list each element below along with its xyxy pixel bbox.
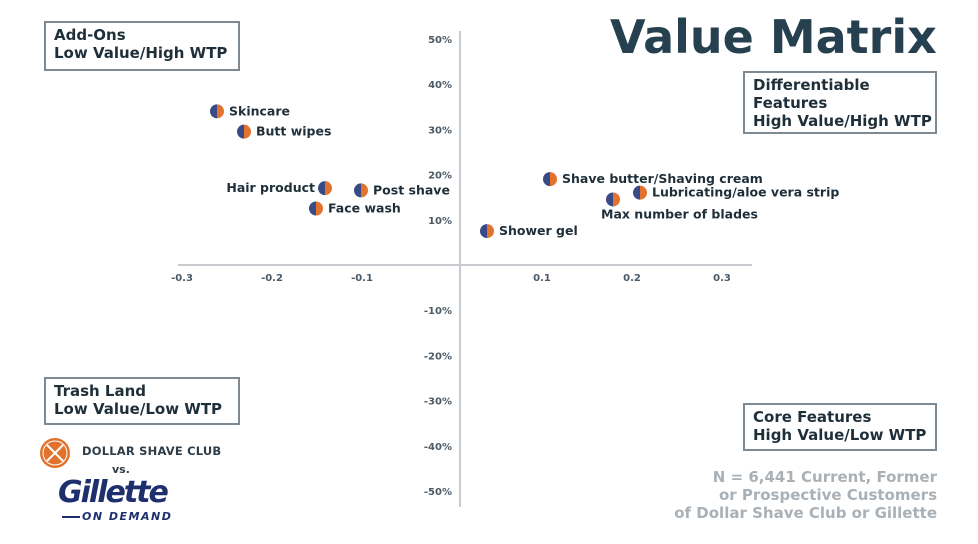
quadrant-subtitle: Low Value/High WTP (54, 44, 228, 62)
versus-label: vs. (112, 463, 130, 476)
point-half-left (480, 224, 487, 239)
sample-size-note: N = 6,441 Current, Former or Prospective… (640, 468, 937, 522)
point-half-left (318, 181, 325, 196)
quadrant-title: Trash Land (54, 382, 147, 400)
quadrant-box-differentiable-features: Differentiable Features High Value/High … (743, 71, 937, 134)
point-half-right (487, 224, 495, 239)
data-point-6 (543, 172, 558, 187)
point-half-right (613, 192, 621, 207)
y-tick-label: 30% (428, 125, 452, 136)
quadrant-subtitle: High Value/Low WTP (753, 426, 927, 444)
note-line-1: N = 6,441 Current, Former (712, 468, 937, 486)
point-half-right (361, 183, 368, 198)
x-tick-label: -0.3 (171, 273, 193, 284)
point-half-left (633, 185, 640, 200)
data-point-label: Lubricating/aloe vera strip (652, 185, 839, 200)
point-half-left (309, 201, 316, 216)
point-half-left (606, 192, 613, 207)
y-tick-label: 40% (428, 80, 452, 91)
data-point-9 (480, 224, 495, 239)
x-tick-label: -0.2 (261, 273, 283, 284)
data-point-label: Butt wipes (256, 124, 331, 139)
quadrant-box-add-ons: Add-Ons Low Value/High WTP (44, 21, 240, 71)
data-point-label: Max number of blades (601, 206, 758, 221)
dollar-shave-club-wordmark: DOLLAR SHAVE CLUB (82, 444, 222, 458)
x-tick-label: 0.1 (533, 273, 551, 284)
point-half-right (325, 181, 332, 196)
data-point-label: Hair product (226, 180, 315, 195)
quadrant-box-trash-land: Trash Land Low Value/Low WTP (44, 377, 240, 425)
data-point-label: Face wash (328, 201, 401, 216)
quadrant-subtitle: Low Value/Low WTP (54, 400, 223, 418)
y-tick-label: 50% (428, 35, 452, 46)
data-point-7 (633, 185, 647, 200)
point-half-left (237, 124, 244, 139)
y-tick-label: 20% (428, 171, 452, 182)
quadrant-subtitle: High Value/High WTP (753, 112, 932, 130)
point-half-left (354, 183, 361, 198)
data-point-2 (237, 124, 251, 139)
y-tick-label: -40% (424, 442, 452, 453)
gillette-on-demand-label: ON DEMAND (82, 510, 173, 523)
y-tick-label: -50% (424, 487, 452, 498)
quadrant-box-core-features: Core Features High Value/Low WTP (743, 403, 937, 451)
on-demand-rule (62, 516, 80, 518)
point-half-right (217, 104, 224, 119)
data-point-label: Shave butter/Shaving cream (562, 171, 763, 186)
y-tick-label: -30% (424, 397, 452, 408)
data-point-label: Shower gel (499, 223, 578, 238)
quadrant-title-2: Features (753, 94, 828, 112)
point-half-left (543, 172, 550, 187)
gillette-wordmark: Gillette (58, 475, 169, 510)
point-half-left (210, 104, 217, 119)
x-tick-label: -0.1 (351, 273, 373, 284)
x-tick-label: 0.3 (713, 273, 731, 284)
data-point-label: Post shave (373, 182, 450, 197)
point-half-right (316, 201, 324, 216)
y-tick-label: -10% (424, 306, 452, 317)
quadrant-title: Add-Ons (54, 26, 126, 44)
y-tick-label: 10% (428, 216, 452, 227)
point-half-right (640, 185, 647, 200)
point-half-right (244, 124, 251, 139)
y-tick-label: -20% (424, 351, 452, 362)
page-title: Value Matrix (610, 10, 937, 64)
data-point-label: Skincare (229, 103, 290, 118)
dollar-shave-club-logo-icon (40, 438, 70, 468)
data-point-5 (309, 201, 324, 216)
point-half-right (550, 172, 558, 187)
data-point-3 (318, 181, 332, 196)
x-tick-label: 0.2 (623, 273, 641, 284)
quadrant-title: Differentiable (753, 76, 870, 94)
data-point-4 (354, 183, 368, 198)
data-point-1 (210, 104, 224, 119)
note-line-2: or Prospective Customers (718, 486, 937, 504)
note-line-3: of Dollar Shave Club or Gillette (674, 504, 937, 522)
quadrant-title: Core Features (753, 408, 872, 426)
data-point-8 (606, 192, 621, 207)
